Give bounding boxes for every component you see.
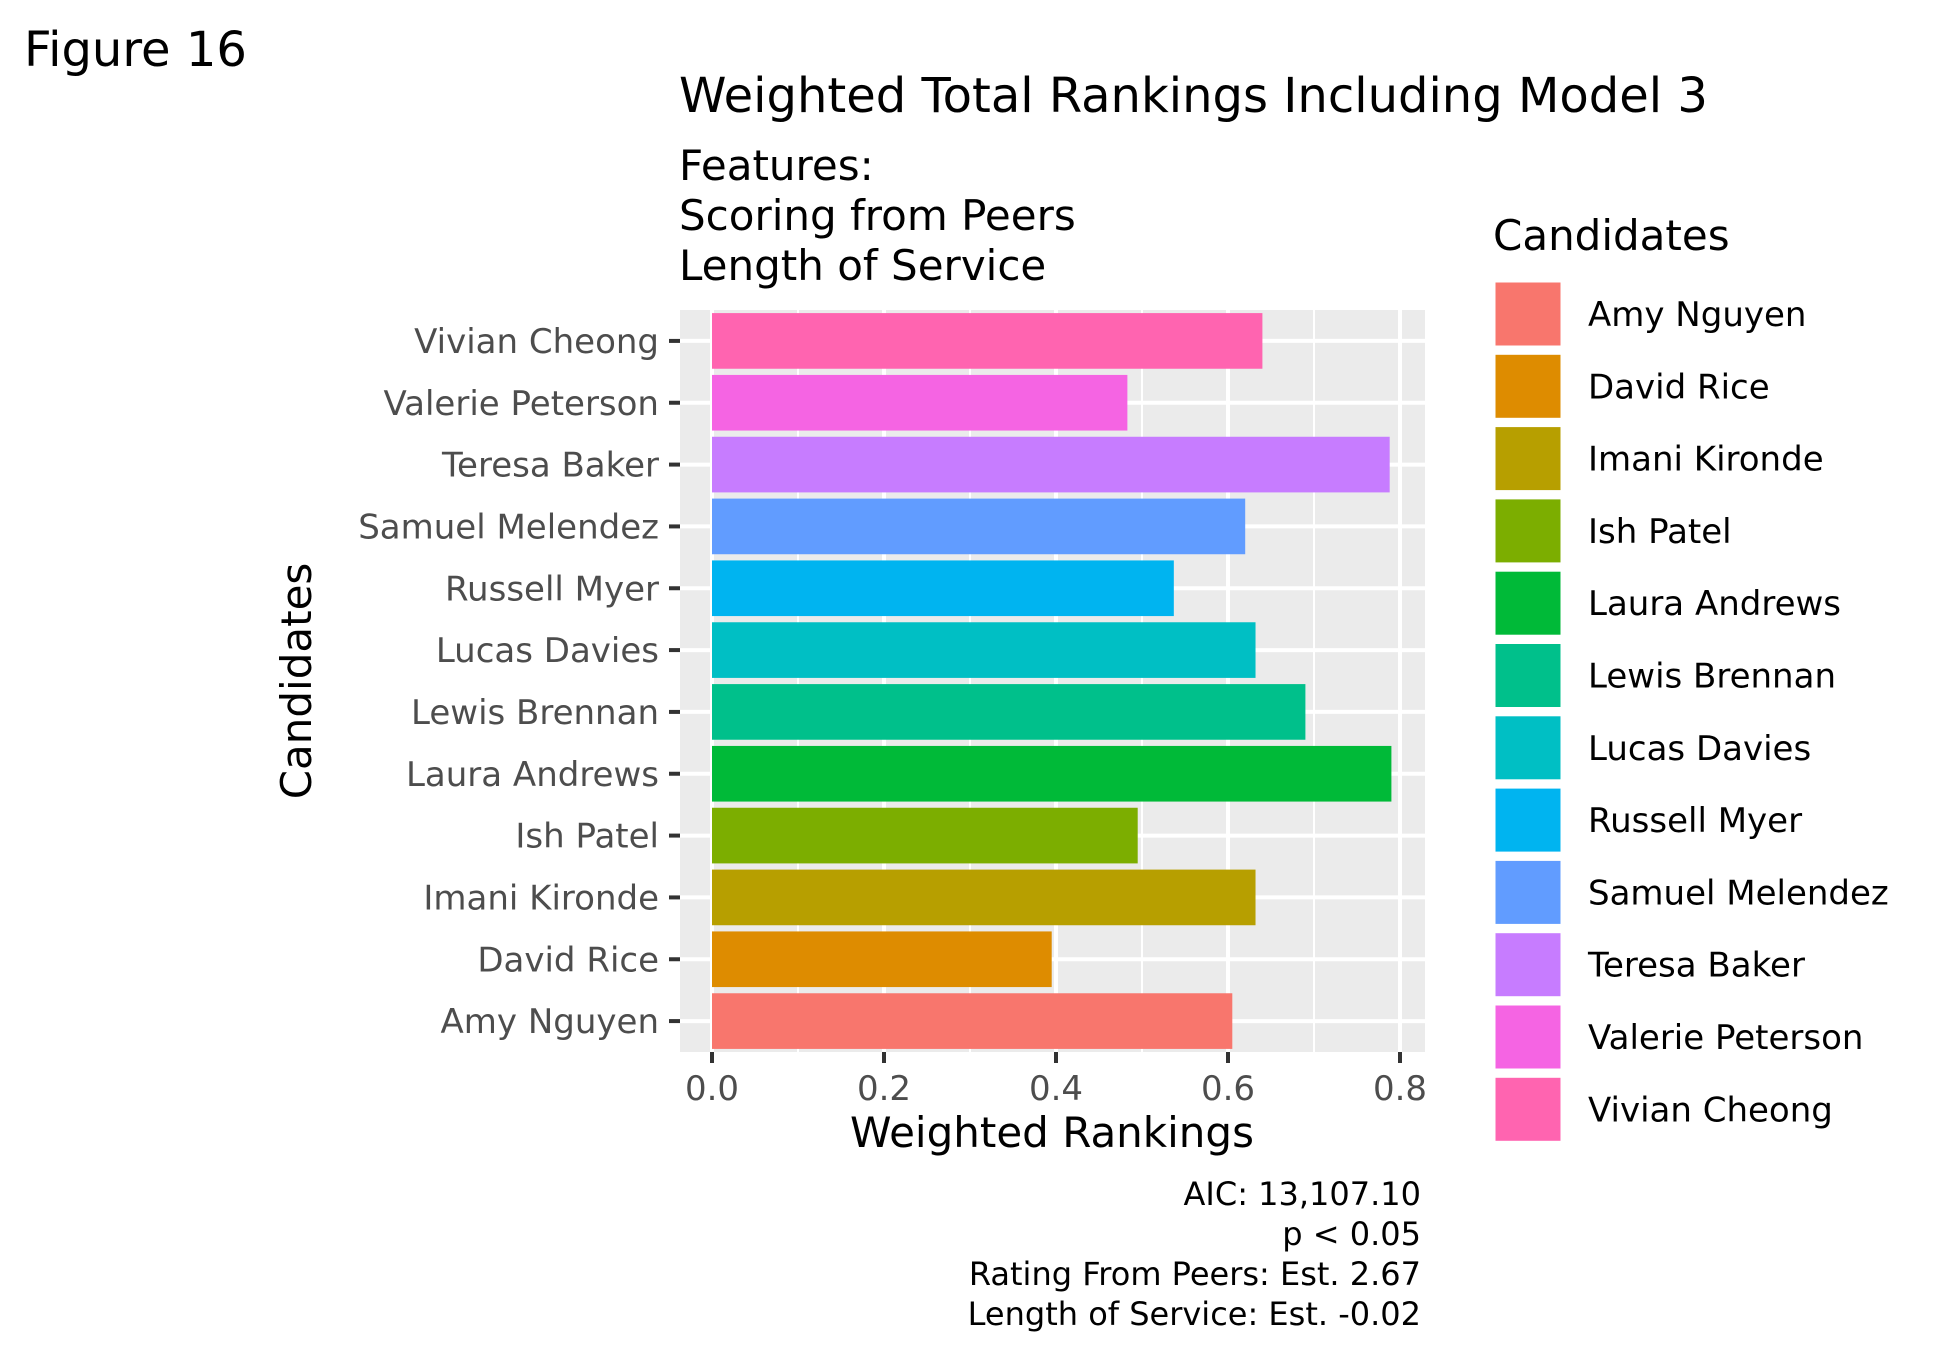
legend-label: Russell Myer (1588, 801, 1802, 841)
y-tick-label: Imani Kironde (423, 878, 659, 918)
x-axis-title: Weighted Rankings (850, 1108, 1254, 1157)
subtitle-line: Features: (679, 141, 874, 190)
caption-line: AIC: 13,107.10 (1184, 1175, 1421, 1213)
bar (712, 436, 1390, 493)
bar (712, 807, 1138, 864)
legend-key (1492, 1002, 1564, 1072)
bar (712, 374, 1128, 431)
bar (712, 931, 1052, 988)
y-tick-label: Valerie Peterson (384, 384, 659, 424)
x-tick-label: 0.0 (685, 1069, 739, 1109)
legend-key (1492, 857, 1564, 927)
y-tick-label: Samuel Melendez (358, 507, 659, 547)
legend-key (1492, 496, 1564, 566)
caption-line: p < 0.05 (1282, 1215, 1421, 1253)
legend-title: Candidates (1493, 211, 1730, 260)
y-tick-label: Russell Myer (445, 569, 659, 609)
legend-key (1492, 424, 1564, 494)
caption-line: Length of Service: Est. -0.02 (968, 1295, 1421, 1333)
y-tick-label: Lucas Davies (436, 631, 659, 671)
legend-label: David Rice (1588, 367, 1770, 407)
y-tick-label: Laura Andrews (406, 755, 659, 795)
legend: Candidates Amy Nguyen David Rice Imani Kir… (1492, 211, 1889, 1144)
legend-key (1492, 1074, 1564, 1144)
x-tick-label: 0.8 (1373, 1069, 1427, 1109)
legend-key (1492, 785, 1564, 855)
y-axis: Amy Nguyen David Rice Imani Kironde Ish Pat… (358, 322, 680, 1042)
caption-line: Rating From Peers: Est. 2.67 (969, 1255, 1421, 1293)
subtitle-line: Length of Service (679, 241, 1046, 290)
legend-key (1492, 351, 1564, 421)
y-tick-label: Vivian Cheong (414, 322, 659, 362)
y-tick-label: Teresa Baker (441, 446, 659, 486)
bar (712, 745, 1392, 802)
legend-label: Amy Nguyen (1588, 295, 1806, 335)
chart-title: Weighted Total Rankings Including Model … (679, 68, 1708, 124)
bar (712, 313, 1263, 369)
bar (712, 869, 1256, 926)
legend-key (1492, 279, 1564, 349)
subtitle-line: Scoring from Peers (679, 191, 1076, 240)
x-tick-label: 0.4 (1029, 1069, 1083, 1109)
legend-label: Imani Kironde (1588, 440, 1824, 480)
bar (712, 993, 1233, 1049)
legend-key (1492, 641, 1564, 710)
legend-label: Lewis Brennan (1588, 657, 1836, 697)
y-axis-title: Candidates (272, 563, 321, 800)
legend-label: Valerie Peterson (1588, 1018, 1863, 1058)
bar (712, 622, 1256, 678)
legend-label: Teresa Baker (1587, 946, 1805, 986)
legend-label: Ish Patel (1588, 512, 1732, 552)
bar (712, 498, 1246, 555)
x-axis: 0.0 0.2 0.4 0.6 0.8 (685, 1052, 1427, 1109)
x-tick-label: 0.6 (1201, 1069, 1255, 1109)
figure-label: Figure 16 (24, 22, 247, 78)
legend-label: Laura Andrews (1588, 584, 1841, 624)
legend-label: Lucas Davies (1588, 729, 1811, 769)
legend-key (1492, 713, 1564, 783)
legend-key (1492, 568, 1564, 638)
y-tick-label: Ish Patel (515, 817, 659, 857)
bar (712, 684, 1306, 740)
y-tick-label: Amy Nguyen (441, 1002, 659, 1042)
bars (712, 313, 1392, 1049)
y-tick-label: Lewis Brennan (411, 693, 659, 733)
y-tick-label: David Rice (477, 940, 659, 980)
legend-label: Samuel Melendez (1588, 873, 1889, 913)
bar (712, 560, 1174, 617)
legend-label: Vivian Cheong (1588, 1090, 1833, 1130)
x-tick-label: 0.2 (857, 1069, 911, 1109)
legend-key (1492, 930, 1564, 1000)
plot-panel (680, 310, 1425, 1052)
